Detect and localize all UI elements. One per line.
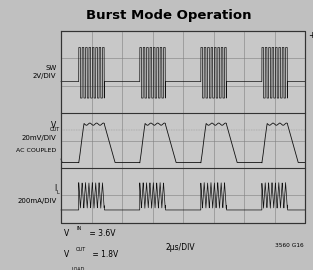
Text: 2μs/DIV: 2μs/DIV [165, 243, 195, 252]
Bar [61, 31, 305, 223]
Text: V: V [51, 121, 56, 130]
Text: AC COUPLED: AC COUPLED [16, 148, 56, 153]
Text: OUT: OUT [76, 247, 86, 252]
Text: = 3.6V: = 3.6V [87, 230, 115, 238]
Text: +: + [308, 31, 313, 40]
Text: = 1.8V: = 1.8V [90, 250, 118, 259]
Text: SW
2V/DIV: SW 2V/DIV [33, 65, 56, 79]
Text: 200mA/DIV: 200mA/DIV [17, 198, 56, 204]
Text: L: L [57, 190, 59, 195]
Text: 3560 G16: 3560 G16 [275, 243, 304, 248]
Text: IN: IN [76, 226, 81, 231]
Text: V: V [64, 250, 69, 259]
Text: 20mV/DIV: 20mV/DIV [22, 135, 56, 141]
Text: V: V [64, 230, 69, 238]
Text: LOAD: LOAD [72, 267, 85, 270]
Text: I: I [54, 184, 56, 193]
Text: Burst Mode Operation: Burst Mode Operation [86, 9, 252, 22]
Text: OUT: OUT [50, 127, 60, 132]
